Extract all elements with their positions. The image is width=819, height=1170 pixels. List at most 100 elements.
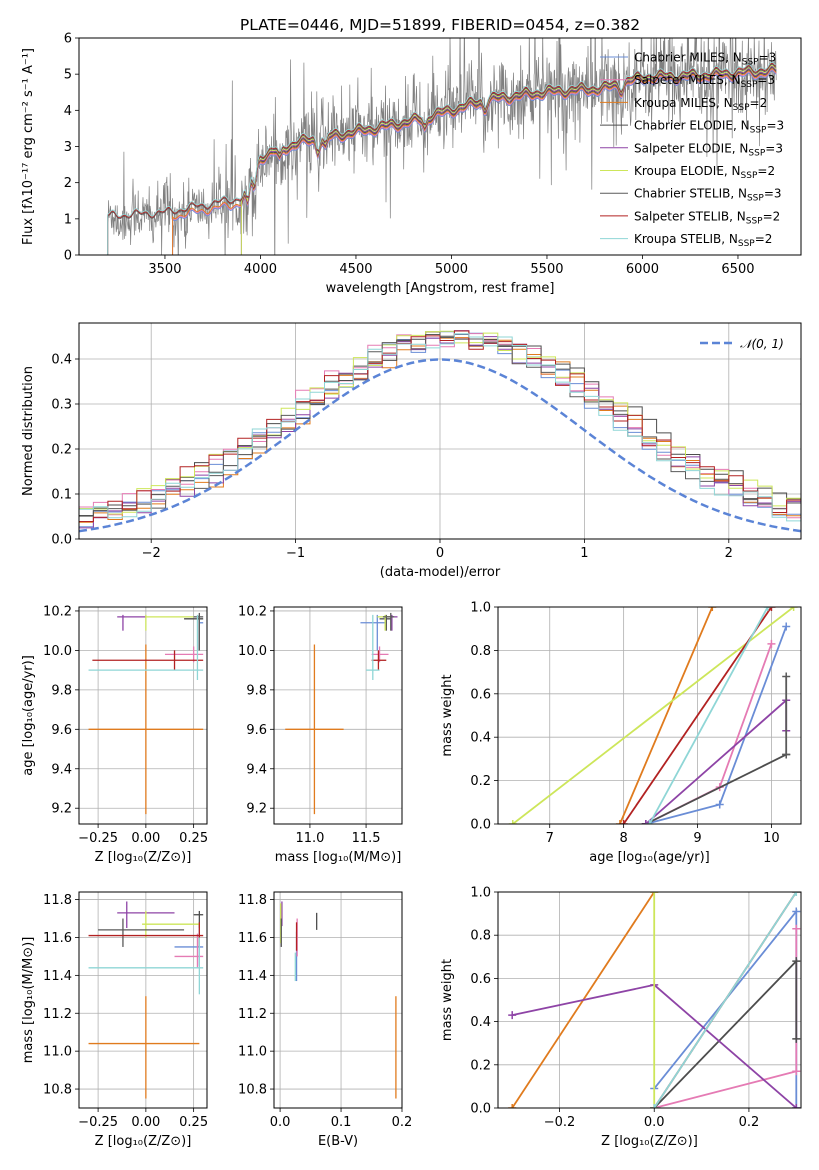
y-tick-label: 0.6 [470,972,491,987]
weight-marker [792,892,801,896]
y-tick-label: 6 [64,32,72,47]
axes-frame [497,891,802,1109]
weight-marker [508,1104,517,1108]
y-tick-label: 11.6 [238,931,267,946]
legend-n: =3 [765,141,783,155]
y-tick-label: 10.8 [238,1083,267,1098]
histogram-step [79,333,801,522]
weight-line [653,928,798,1108]
weight-marker [789,607,798,611]
weight-marker [508,820,517,824]
weight-marker [645,820,654,824]
panel-mass_vs_Z: −0.25 0.00 0.25 10.8 11.0 11.2 11.4 11.6 11.8 Z [… [21,891,208,1149]
x-tick-label: −2 [142,546,161,561]
plot-area [88,612,204,815]
y-tick-label: 0 [64,249,72,264]
y-tick-label: 9.2 [51,802,72,817]
y-tick-label: 11.8 [238,893,267,908]
y-tick-label: 11.2 [43,1007,72,1022]
weight-marker [767,607,776,611]
x-tick-label: 11.5 [352,831,381,846]
x-tick-label: 0.1 [331,1115,352,1130]
y-tick-label: 9.8 [246,683,267,698]
y-tick-label: 4 [64,104,72,119]
axes-frame [273,891,403,1109]
y-tick-label: 11.2 [238,1007,267,1022]
x-tick-label: 1 [580,546,588,561]
x-tick-label: 4500 [339,262,372,277]
y-tick-label: 9.2 [246,802,267,817]
y-tick-label: 0.0 [470,1102,491,1117]
legend-entry: Chabrier MILES, NSSP=3 [634,51,776,68]
x-tick-label: 0.0 [270,1115,291,1130]
y-tick-label: 9.6 [246,723,267,738]
legend-entry: Kroupa ELODIE, NSSP=2 [634,164,775,181]
y-tick-label: 0.0 [51,533,72,548]
y-tick-label: 0.4 [51,353,72,368]
legend-entry: Kroupa MILES, NSSP=2 [634,96,767,113]
weight-line [653,892,798,1108]
weight-line [648,607,769,824]
weight-marker [792,957,801,966]
y-axis-label: mass [log₁₀(M/M⊙)] [21,937,36,1064]
plot-area [508,607,798,824]
y-tick-label: 11.6 [43,931,72,946]
y-tick-label: 2 [64,176,72,191]
x-axis-label: Z [log₁₀(Z/Z⊙)] [601,1134,698,1149]
y-axis-label: Flux [fλ10⁻¹⁷ erg cm⁻² s⁻¹ A⁻¹] [21,48,36,245]
legend-subscript: SSP [733,103,750,113]
y-tick-label: 1.0 [470,886,491,901]
legend-label: Kroupa ELODIE, N [634,164,741,178]
legend-label: Salpeter ELODIE, N [634,141,748,155]
x-axis-label: (data-model)/error [380,565,501,580]
y-tick-label: 11.0 [238,1045,267,1060]
x-tick-label: 11.0 [295,831,324,846]
weight-marker [792,907,801,916]
x-tick-label: 9 [693,831,701,846]
model-line [172,69,777,255]
weight-line [645,626,788,824]
x-tick-label: 10 [763,831,780,846]
legend-n: =3 [759,51,777,65]
weight-line [619,607,714,824]
x-tick-label: 6000 [626,262,659,277]
legend-subscript: SSP [746,216,763,226]
x-axis-label: E(B-V) [318,1134,358,1149]
legend-subscript: SSP [738,239,755,249]
legend-entry: Kroupa STELIB, NSSP=2 [634,232,772,249]
weight-marker [708,607,717,611]
x-tick-label: −0.25 [78,1115,118,1130]
legend-n: =2 [750,96,768,110]
legend-label: Kroupa STELIB, N [634,232,738,246]
model-line [107,61,776,255]
x-tick-label: 5000 [435,262,468,277]
legend-subscript: SSP [750,126,767,136]
plot-area [88,901,204,1099]
panel-spectrum: 3500 4000 4500 5000 5500 6000 6500 0 1 2 3 4 5 6 wavel… [21,16,802,296]
x-tick-label: −1 [286,546,305,561]
legend-label: Chabrier MILES, N [634,51,742,65]
x-tick-label: 0 [436,546,444,561]
y-axis-label: mass weight [440,674,455,756]
model-line [240,64,777,255]
y-tick-label: 11.8 [43,893,72,908]
y-tick-label: 11.4 [238,969,267,984]
y-tick-label: 10.2 [238,604,267,619]
y-tick-label: 10.0 [43,644,72,659]
weight-marker [782,622,791,631]
y-axis-label: age [log₁₀(age/yr)] [21,655,36,776]
y-tick-label: 1 [64,212,72,227]
legend-subscript: SSP [742,58,759,68]
model-line [172,68,777,255]
legend-n: =2 [757,164,775,178]
weight-line [653,908,798,1108]
x-axis-label: wavelength [Angstrom, rest frame] [326,281,555,296]
x-tick-label: 0.2 [392,1115,413,1130]
legend-subscript: SSP [741,80,758,90]
legend-n: =3 [764,187,782,201]
weight-marker [763,607,772,611]
y-tick-label: 9.6 [51,723,72,738]
legend-label: Salpeter STELIB, N [634,209,746,223]
